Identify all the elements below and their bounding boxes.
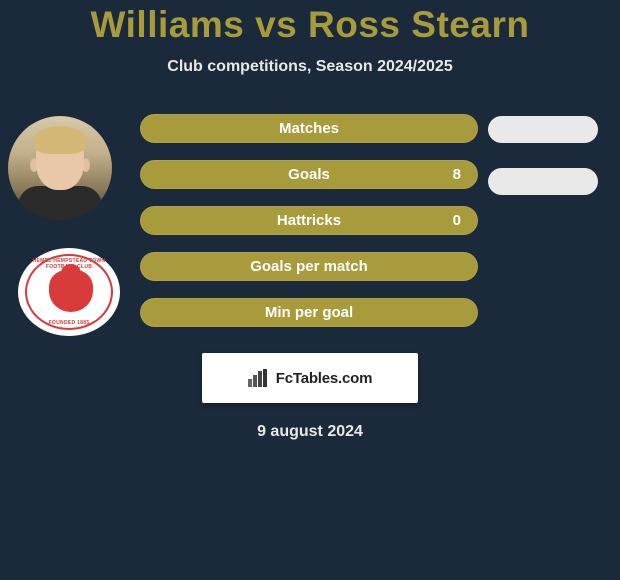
club-badge-ring: HEMEL HEMPSTEAD TOWN FOOTBALL CLUB FOUND… bbox=[25, 254, 113, 330]
stat-value: 0 bbox=[453, 212, 461, 229]
stat-label: Matches bbox=[279, 120, 339, 137]
stat-bar-goals: Goals 8 bbox=[140, 160, 478, 189]
club-badge-figure-icon bbox=[49, 270, 93, 312]
side-pill bbox=[488, 116, 598, 143]
stat-bar-min-per-goal: Min per goal bbox=[140, 298, 478, 327]
stat-bar-hattricks: Hattricks 0 bbox=[140, 206, 478, 235]
date-label: 9 august 2024 bbox=[0, 423, 620, 441]
infographic-container: Williams vs Ross Stearn Club competition… bbox=[0, 0, 620, 441]
stat-bar-goals-per-match: Goals per match bbox=[140, 252, 478, 281]
player-photo bbox=[8, 116, 112, 220]
player-torso-shape bbox=[18, 186, 102, 220]
side-pill bbox=[488, 168, 598, 195]
content-area: HEMEL HEMPSTEAD TOWN FOOTBALL CLUB FOUND… bbox=[0, 108, 620, 441]
stat-label: Min per goal bbox=[265, 304, 353, 321]
brand-text: FcTables.com bbox=[276, 370, 373, 387]
brand-box[interactable]: FcTables.com bbox=[202, 353, 418, 403]
stat-label: Hattricks bbox=[277, 212, 341, 229]
page-title: Williams vs Ross Stearn bbox=[0, 4, 620, 46]
stat-label: Goals bbox=[288, 166, 330, 183]
club-badge: HEMEL HEMPSTEAD TOWN FOOTBALL CLUB FOUND… bbox=[18, 248, 120, 336]
player-hair-shape bbox=[34, 126, 86, 154]
stat-value: 8 bbox=[453, 166, 461, 183]
bar-chart-icon bbox=[248, 369, 270, 387]
club-badge-text-bottom: FOUNDED 1885 bbox=[27, 320, 111, 326]
stats-column: Matches Goals 8 Hattricks 0 Goals per ma… bbox=[140, 108, 480, 327]
stat-bar-matches: Matches bbox=[140, 114, 478, 143]
subtitle: Club competitions, Season 2024/2025 bbox=[0, 58, 620, 76]
stat-label: Goals per match bbox=[250, 258, 368, 275]
